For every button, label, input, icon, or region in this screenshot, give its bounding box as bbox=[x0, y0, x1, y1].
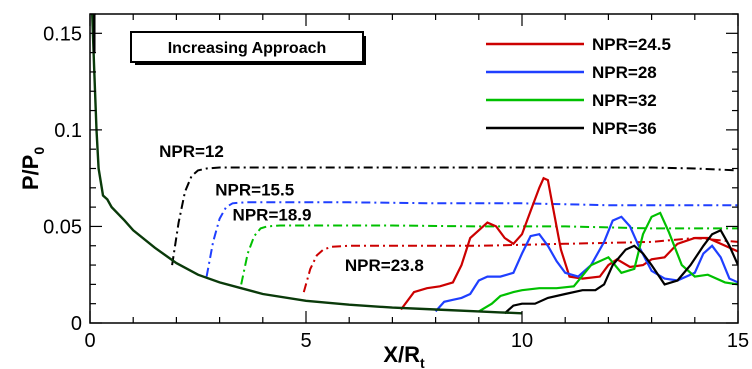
annotation-label: NPR=15.5 bbox=[215, 181, 294, 200]
legend-label: NPR=28 bbox=[592, 63, 657, 82]
legend: NPR=24.5 NPR=28 NPR=32 NPR=36 bbox=[486, 35, 671, 138]
x-tick-label: 10 bbox=[511, 330, 533, 352]
x-tick-label: 0 bbox=[84, 330, 95, 352]
series-line-npr-28 bbox=[434, 215, 738, 313]
y-tick-label: 0.05 bbox=[43, 216, 82, 238]
dashdot-line-npr-23-8 bbox=[302, 236, 738, 293]
annotation-label: NPR=12 bbox=[159, 142, 224, 161]
y-tick-label: 0.1 bbox=[54, 120, 82, 142]
dashdot-line-npr-12 bbox=[171, 166, 738, 266]
y-tick-label: 0 bbox=[71, 313, 82, 335]
x-tick-label: 15 bbox=[727, 330, 749, 352]
series-line-npr-36 bbox=[503, 228, 738, 315]
legend-label: NPR=36 bbox=[592, 119, 657, 138]
series-line-npr-32 bbox=[478, 211, 738, 313]
y-tick-label: 0.15 bbox=[43, 23, 82, 45]
annotations: NPR=12 NPR=15.5 NPR=18.9 NPR=23.8 bbox=[159, 142, 424, 275]
series-line-npr-24-5 bbox=[400, 176, 738, 311]
y-axis-title: P/P0 bbox=[18, 147, 47, 190]
title-box-frame bbox=[130, 31, 364, 63]
x-tick-label: 5 bbox=[300, 330, 311, 352]
title-box-text: Increasing Approach bbox=[168, 40, 327, 57]
annotation-label: NPR=23.8 bbox=[345, 256, 424, 275]
axes: 0 5 10 15 0 0.05 0.1 0.15 X/Rt P/P0 bbox=[18, 13, 749, 369]
annotation-label: NPR=18.9 bbox=[233, 206, 312, 225]
title-box: Increasing Approach bbox=[130, 31, 366, 65]
legend-label: NPR=32 bbox=[592, 91, 657, 110]
base-curve bbox=[91, 14, 523, 315]
dashdot-line-npr-15-5 bbox=[205, 201, 738, 277]
x-axis-title: X/Rt bbox=[383, 342, 425, 369]
legend-label: NPR=24.5 bbox=[592, 35, 671, 54]
plot-area bbox=[91, 14, 738, 315]
